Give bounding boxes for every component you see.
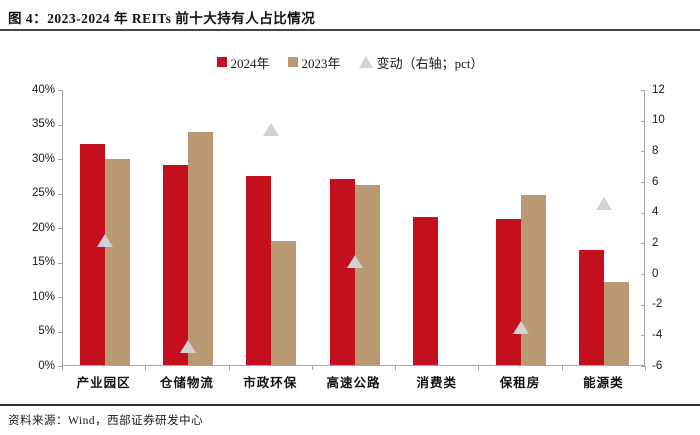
legend-label: 变动（右轴；pct） <box>376 55 484 71</box>
axis-tick <box>58 366 62 367</box>
bar-2024-仓储物流 <box>162 164 188 365</box>
category-label-消费类: 消费类 <box>416 376 458 390</box>
axis-tick <box>58 297 62 298</box>
bar-2024-高速公路 <box>329 179 355 365</box>
axis-tick <box>395 366 397 370</box>
category-label-高速公路: 高速公路 <box>326 376 381 390</box>
axis-tick <box>641 243 645 245</box>
right-axis-tick-label: 0 <box>652 267 659 280</box>
legend-item-0: 2024年 <box>216 53 270 72</box>
axis-tick <box>58 159 62 160</box>
legend: 2024年 2023年 变动（右轴；pct） <box>0 52 700 72</box>
axis-tick <box>641 151 645 153</box>
left-axis-tick-label: 15% <box>31 256 55 268</box>
axis-tick <box>641 90 645 91</box>
legend-item-1: 2023年 <box>287 53 341 72</box>
right-axis-tick-label: 4 <box>652 206 659 219</box>
axis-tick <box>641 335 645 337</box>
bar-2023-保租房 <box>521 194 547 365</box>
axis-tick <box>145 366 147 370</box>
category-label-保租房: 保租房 <box>499 376 541 390</box>
footer-divider <box>0 404 700 406</box>
bar-2023-能源类 <box>604 281 630 365</box>
left-axis-tick-label: 20% <box>31 221 55 234</box>
right-axis-tick-label: 10 <box>652 114 665 127</box>
axis-tick <box>228 366 230 370</box>
axis-tick <box>645 366 646 370</box>
legend-label: 2023年 <box>301 55 341 71</box>
left-axis-tick-label: 5% <box>38 325 55 337</box>
bar-2024-市政环保 <box>246 175 272 365</box>
axis-tick <box>641 274 645 275</box>
axis-tick <box>62 366 63 370</box>
bar-2023-产业园区 <box>104 159 130 365</box>
category-label-产业园区: 产业园区 <box>76 376 131 390</box>
change-marker-保租房 <box>513 321 530 335</box>
axis-tick <box>58 124 62 126</box>
legend-square-icon <box>287 57 298 67</box>
axis-tick <box>641 212 645 214</box>
axis-tick <box>641 182 645 183</box>
left-axis-tick-label: 10% <box>31 290 55 303</box>
right-axis-tick-label: -4 <box>652 328 663 341</box>
axis-tick <box>641 120 645 122</box>
category-label-能源类: 能源类 <box>583 376 624 390</box>
legend-item-2: 变动（右轴；pct） <box>358 53 484 72</box>
right-axis-tick-label: 6 <box>652 175 659 188</box>
left-axis-tick-label: 30% <box>31 152 55 165</box>
axis-tick <box>58 228 62 229</box>
title-divider <box>0 29 700 31</box>
bar-2023-仓储物流 <box>187 132 213 365</box>
bar-2024-能源类 <box>579 249 605 365</box>
legend-triangle-icon <box>358 56 373 68</box>
axis-tick <box>58 90 62 91</box>
right-axis-tick-label: 12 <box>652 83 665 96</box>
bar-2024-消费类 <box>412 217 438 365</box>
change-marker-市政环保 <box>263 123 280 137</box>
change-marker-高速公路 <box>346 255 363 269</box>
axis-tick <box>641 304 645 306</box>
bar-2023-市政环保 <box>271 240 297 365</box>
axis-tick <box>58 262 62 264</box>
left-axis-tick-label: 0% <box>38 359 55 372</box>
axis-tick <box>478 366 480 370</box>
axis-tick <box>58 193 62 195</box>
legend-square-icon <box>216 57 227 67</box>
change-marker-能源类 <box>596 196 613 210</box>
plot-area <box>62 90 645 366</box>
axis-tick <box>641 366 645 367</box>
figure-title: 图 4：2023-2024 年 REITs 前十大持有人占比情况 <box>8 11 316 26</box>
left-axis-tick-label: 25% <box>31 187 55 199</box>
change-marker-仓储物流 <box>179 339 196 353</box>
left-axis-tick-label: 40% <box>31 83 55 96</box>
right-axis-tick-label: 2 <box>652 236 659 249</box>
category-label-市政环保: 市政环保 <box>243 376 298 390</box>
axis-tick <box>311 366 313 370</box>
right-axis-tick-label: -6 <box>652 359 663 372</box>
bar-2024-保租房 <box>496 218 522 365</box>
category-label-仓储物流: 仓储物流 <box>159 376 214 390</box>
bar-2023-高速公路 <box>354 184 380 365</box>
axis-tick <box>58 331 62 333</box>
right-axis-tick-label: -2 <box>652 298 663 311</box>
axis-tick <box>561 366 563 370</box>
source-note: 资料来源：Wind，西部证券研发中心 <box>8 415 204 427</box>
left-axis-tick-label: 35% <box>31 118 55 130</box>
bar-2024-产业园区 <box>79 144 105 365</box>
change-marker-产业园区 <box>96 233 113 247</box>
right-axis-tick-label: 8 <box>652 144 659 157</box>
legend-label: 2024年 <box>230 55 270 71</box>
